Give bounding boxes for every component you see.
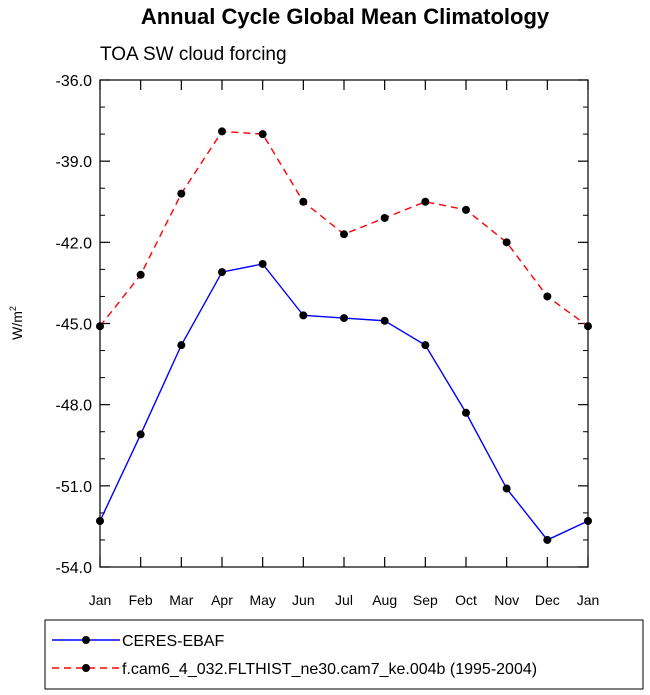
legend-frame (44, 619, 644, 690)
series-0-point (584, 517, 592, 526)
series-0-point (218, 268, 226, 277)
series-1-point (543, 292, 552, 301)
series-1-point (218, 127, 226, 136)
series-0-point (543, 535, 552, 544)
series-0-point (340, 314, 348, 323)
x-tick-label: Mar (169, 592, 193, 608)
legend-marker-1 (82, 664, 90, 672)
series-0-point (96, 517, 104, 526)
y-axis-label-text: W/m (9, 311, 25, 340)
series-0-point (380, 316, 389, 325)
series-0-point (421, 341, 430, 350)
series-1-point (380, 213, 389, 222)
series-0-point (258, 259, 267, 268)
x-tick-label: Dec (535, 592, 560, 608)
series-0-point (502, 484, 511, 493)
x-tick-label: Nov (494, 592, 519, 608)
x-tick-label: Feb (129, 592, 153, 608)
series-1-point (584, 322, 592, 331)
y-axis-label-superscript: 2 (8, 306, 18, 311)
y-tick-label: -42.0 (56, 235, 93, 252)
x-tick-label: Jun (292, 592, 315, 608)
legend-items: CERES-EBAF f.cam6_4_032.FLTHIST_ne30.cam7… (52, 633, 537, 678)
series-1-point (299, 197, 308, 206)
y-tick-label: -51.0 (56, 479, 93, 496)
x-tick-label: Jan (89, 592, 112, 608)
legend: CERES-EBAF f.cam6_4_032.FLTHIST_ne30.cam7… (44, 619, 644, 690)
series-1-point (340, 230, 348, 239)
series-1-point (421, 197, 430, 206)
series-1-point (177, 189, 186, 198)
x-tick-label: Aug (372, 592, 397, 608)
legend-marker-0 (82, 636, 90, 644)
x-tick-label: Sep (413, 592, 438, 608)
x-axis: Jan Feb Mar Apr May Jun Jul Aug Sep Oct Nov Dec Jan (89, 80, 600, 608)
series-0-point (177, 341, 186, 350)
y-tick-label: -54.0 (56, 560, 93, 577)
series-1-point (258, 130, 267, 139)
series-1-point (462, 205, 470, 214)
plot-area: -54.0 -51.0 -48.0 -45.0 -42.0 -39.0 -36.0 Jan F… (56, 73, 600, 608)
series-line-0 (99, 263, 589, 541)
chart-subtitle: TOA SW cloud forcing (100, 44, 287, 65)
legend-label-1: f.cam6_4_032.FLTHIST_ne30.cam7_ke.004b (… (122, 661, 537, 678)
chart-title: Annual Cycle Global Mean Climatology (141, 4, 550, 29)
series-0-point (136, 430, 145, 439)
legend-label-0: CERES-EBAF (122, 633, 224, 650)
y-tick-label: -45.0 (56, 317, 93, 334)
plot-frame (99, 79, 589, 568)
y-axis: -54.0 -51.0 -48.0 -45.0 -42.0 -39.0 -36.0 (56, 73, 588, 577)
x-tick-label: Jul (335, 592, 353, 608)
y-tick-label: -39.0 (56, 154, 93, 171)
y-tick-label: -36.0 (56, 73, 93, 90)
x-tick-label: Jan (577, 592, 600, 608)
series-0-point (462, 408, 470, 417)
series-layer (96, 127, 592, 544)
series-1-point (136, 270, 145, 279)
series-0-point (299, 311, 308, 320)
x-tick-label: May (249, 592, 275, 608)
series-1-point (502, 238, 511, 247)
x-tick-label: Apr (211, 592, 233, 608)
x-tick-label: Oct (455, 592, 477, 608)
y-tick-label: -48.0 (56, 398, 93, 415)
series-line-1 (99, 130, 589, 327)
series-1-point (96, 322, 104, 331)
y-axis-label: W/m2 (8, 306, 25, 340)
